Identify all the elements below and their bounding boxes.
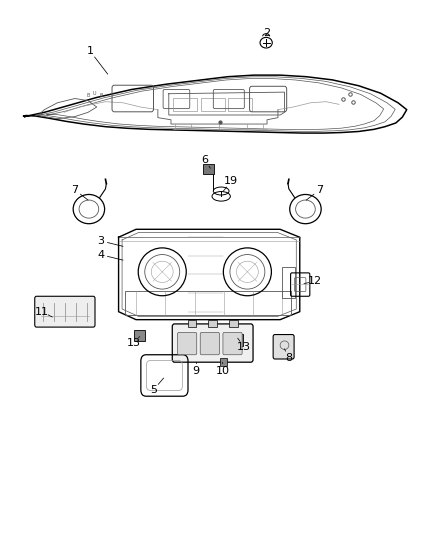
Bar (220, 359, 227, 366)
Text: 12: 12 (308, 277, 322, 286)
Text: B: B (99, 93, 103, 98)
Text: 5: 5 (150, 385, 157, 395)
Text: 10: 10 (215, 366, 230, 376)
Text: 19: 19 (224, 176, 238, 187)
FancyBboxPatch shape (200, 333, 219, 355)
Text: 7: 7 (71, 185, 78, 195)
Text: 2: 2 (264, 28, 271, 38)
Bar (187, 320, 196, 327)
Bar (173, 98, 197, 111)
Text: 13: 13 (237, 342, 251, 352)
Text: 13: 13 (127, 338, 141, 348)
Bar (203, 165, 214, 174)
FancyBboxPatch shape (177, 333, 197, 355)
Text: 7: 7 (316, 185, 323, 195)
Text: 6: 6 (201, 155, 208, 165)
Bar (228, 98, 252, 111)
Bar (208, 320, 217, 327)
Text: U: U (93, 91, 96, 96)
Text: B: B (86, 93, 90, 98)
Text: 9: 9 (193, 366, 200, 376)
FancyBboxPatch shape (223, 333, 242, 355)
Bar (125, 292, 291, 316)
Bar (283, 266, 295, 298)
Text: 11: 11 (35, 306, 49, 317)
Text: 8: 8 (285, 353, 293, 363)
Text: 3: 3 (98, 236, 105, 246)
FancyBboxPatch shape (273, 335, 294, 359)
Bar (134, 330, 145, 342)
Text: 4: 4 (98, 250, 105, 260)
FancyBboxPatch shape (35, 296, 95, 327)
Text: 1: 1 (87, 46, 94, 56)
Bar (229, 320, 238, 327)
FancyBboxPatch shape (172, 324, 253, 362)
Bar (201, 98, 225, 111)
Bar (233, 334, 243, 346)
